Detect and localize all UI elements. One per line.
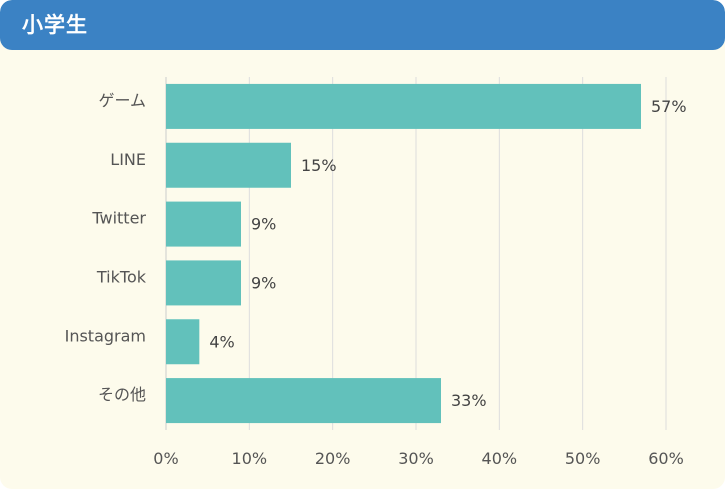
data-label: 9% [251,273,276,292]
chart-header: 小学生 [0,0,725,50]
category-label: Instagram [65,326,146,345]
x-tick-label: 0% [153,449,178,468]
category-label: LINE [110,150,146,169]
bar [166,319,200,365]
category-label: TikTok [96,267,147,286]
x-tick-label: 30% [398,449,434,468]
x-tick-label: 20% [315,449,351,468]
data-label: 33% [451,391,487,410]
data-label: 57% [651,97,687,116]
data-label: 9% [251,215,276,234]
x-tick-label: 60% [648,449,684,468]
x-tick-label: 40% [482,449,518,468]
category-label: その他 [98,385,146,404]
bar [166,201,241,247]
data-label: 15% [301,156,337,175]
bar [166,260,241,306]
chart-title: 小学生 [22,13,88,37]
data-label: 4% [209,332,234,351]
category-label: Twitter [91,209,146,228]
bar [166,378,441,424]
x-tick-label: 10% [232,449,268,468]
category-label: ゲーム [98,91,146,110]
x-tick-label: 50% [565,449,601,468]
bar [166,142,291,188]
bar [166,83,641,129]
